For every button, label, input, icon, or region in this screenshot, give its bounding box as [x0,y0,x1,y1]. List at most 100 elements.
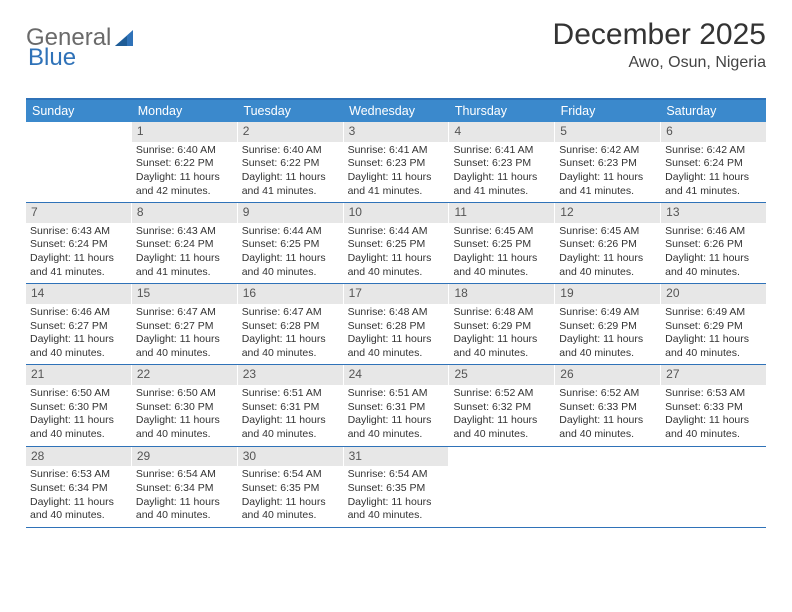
day-number: 29 [132,447,237,467]
day-body: Sunrise: 6:51 AMSunset: 6:31 PMDaylight:… [238,385,343,446]
daylight-line: Daylight: 11 hours and 40 minutes. [242,252,339,279]
dow-fri: Friday [555,100,661,122]
day-body: Sunrise: 6:44 AMSunset: 6:25 PMDaylight:… [344,223,449,284]
sunset-line: Sunset: 6:30 PM [30,401,127,415]
daylight-line: Daylight: 11 hours and 40 minutes. [30,414,127,441]
day-body: Sunrise: 6:52 AMSunset: 6:32 PMDaylight:… [449,385,554,446]
daylight-line: Daylight: 11 hours and 40 minutes. [242,414,339,441]
sunrise-line: Sunrise: 6:49 AM [559,306,656,320]
sunrise-line: Sunrise: 6:50 AM [136,387,233,401]
sunrise-line: Sunrise: 6:40 AM [136,144,233,158]
day-number: 5 [555,122,660,142]
sunrise-line: Sunrise: 6:52 AM [559,387,656,401]
day-body: Sunrise: 6:45 AMSunset: 6:26 PMDaylight:… [555,223,660,284]
daylight-line: Daylight: 11 hours and 40 minutes. [348,333,445,360]
daylight-line: Daylight: 11 hours and 40 minutes. [136,496,233,523]
day-body: Sunrise: 6:54 AMSunset: 6:35 PMDaylight:… [344,466,449,527]
sunrise-line: Sunrise: 6:53 AM [30,468,127,482]
day-body: Sunrise: 6:48 AMSunset: 6:29 PMDaylight:… [449,304,554,365]
sunrise-line: Sunrise: 6:43 AM [30,225,127,239]
day-cell: 27Sunrise: 6:53 AMSunset: 6:33 PMDayligh… [661,365,766,445]
sunset-line: Sunset: 6:27 PM [136,320,233,334]
sunrise-line: Sunrise: 6:45 AM [559,225,656,239]
sunset-line: Sunset: 6:29 PM [665,320,762,334]
day-number: 27 [661,365,766,385]
sunrise-line: Sunrise: 6:54 AM [242,468,339,482]
daylight-line: Daylight: 11 hours and 40 minutes. [665,252,762,279]
day-number: 23 [238,365,343,385]
day-number: 31 [344,447,449,467]
day-body: Sunrise: 6:53 AMSunset: 6:34 PMDaylight:… [26,466,131,527]
weeks-container: 1Sunrise: 6:40 AMSunset: 6:22 PMDaylight… [26,122,766,528]
day-number: 19 [555,284,660,304]
location-label: Awo, Osun, Nigeria [553,54,766,72]
sunrise-line: Sunrise: 6:49 AM [665,306,762,320]
sunset-line: Sunset: 6:23 PM [348,157,445,171]
daylight-line: Daylight: 11 hours and 41 minutes. [348,171,445,198]
day-body: Sunrise: 6:43 AMSunset: 6:24 PMDaylight:… [132,223,237,284]
sunset-line: Sunset: 6:29 PM [559,320,656,334]
week-row: 21Sunrise: 6:50 AMSunset: 6:30 PMDayligh… [26,365,766,446]
daylight-line: Daylight: 11 hours and 41 minutes. [453,171,550,198]
sunrise-line: Sunrise: 6:48 AM [453,306,550,320]
day-cell: 14Sunrise: 6:46 AMSunset: 6:27 PMDayligh… [26,284,132,364]
day-number: 6 [661,122,766,142]
day-cell: 9Sunrise: 6:44 AMSunset: 6:25 PMDaylight… [238,203,344,283]
week-row: 7Sunrise: 6:43 AMSunset: 6:24 PMDaylight… [26,203,766,284]
page-header: General December 2025 Awo, Osun, Nigeria [26,18,766,72]
day-body: Sunrise: 6:51 AMSunset: 6:31 PMDaylight:… [344,385,449,446]
daylight-line: Daylight: 11 hours and 40 minutes. [136,333,233,360]
day-number: 3 [344,122,449,142]
sunrise-line: Sunrise: 6:42 AM [559,144,656,158]
sunrise-line: Sunrise: 6:50 AM [30,387,127,401]
day-body: Sunrise: 6:45 AMSunset: 6:25 PMDaylight:… [449,223,554,284]
day-number: 14 [26,284,131,304]
day-number: 7 [26,203,131,223]
day-cell [449,447,555,527]
logo-text-2: Blue [28,44,76,71]
dow-header-row: Sunday Monday Tuesday Wednesday Thursday… [26,100,766,122]
day-cell: 15Sunrise: 6:47 AMSunset: 6:27 PMDayligh… [132,284,238,364]
sunrise-line: Sunrise: 6:41 AM [453,144,550,158]
day-cell: 31Sunrise: 6:54 AMSunset: 6:35 PMDayligh… [344,447,450,527]
day-number: 30 [238,447,343,467]
sunset-line: Sunset: 6:23 PM [559,157,656,171]
sunset-line: Sunset: 6:22 PM [242,157,339,171]
day-body: Sunrise: 6:47 AMSunset: 6:28 PMDaylight:… [238,304,343,365]
day-cell: 6Sunrise: 6:42 AMSunset: 6:24 PMDaylight… [661,122,766,202]
day-number: 4 [449,122,554,142]
day-body: Sunrise: 6:41 AMSunset: 6:23 PMDaylight:… [344,142,449,203]
sunset-line: Sunset: 6:24 PM [136,238,233,252]
day-body: Sunrise: 6:40 AMSunset: 6:22 PMDaylight:… [238,142,343,203]
sunrise-line: Sunrise: 6:40 AM [242,144,339,158]
day-body: Sunrise: 6:49 AMSunset: 6:29 PMDaylight:… [555,304,660,365]
sunset-line: Sunset: 6:25 PM [242,238,339,252]
calendar-page: General December 2025 Awo, Osun, Nigeria… [0,0,792,538]
sunset-line: Sunset: 6:29 PM [453,320,550,334]
sunset-line: Sunset: 6:31 PM [242,401,339,415]
day-cell: 22Sunrise: 6:50 AMSunset: 6:30 PMDayligh… [132,365,238,445]
day-cell: 29Sunrise: 6:54 AMSunset: 6:34 PMDayligh… [132,447,238,527]
day-cell: 26Sunrise: 6:52 AMSunset: 6:33 PMDayligh… [555,365,661,445]
day-number: 2 [238,122,343,142]
sunset-line: Sunset: 6:26 PM [665,238,762,252]
sunrise-line: Sunrise: 6:44 AM [348,225,445,239]
day-cell: 23Sunrise: 6:51 AMSunset: 6:31 PMDayligh… [238,365,344,445]
day-number: 20 [661,284,766,304]
day-cell: 13Sunrise: 6:46 AMSunset: 6:26 PMDayligh… [661,203,766,283]
sunset-line: Sunset: 6:35 PM [242,482,339,496]
daylight-line: Daylight: 11 hours and 40 minutes. [30,333,127,360]
day-cell: 7Sunrise: 6:43 AMSunset: 6:24 PMDaylight… [26,203,132,283]
daylight-line: Daylight: 11 hours and 40 minutes. [559,333,656,360]
sunrise-line: Sunrise: 6:47 AM [242,306,339,320]
day-number: 16 [238,284,343,304]
day-cell: 12Sunrise: 6:45 AMSunset: 6:26 PMDayligh… [555,203,661,283]
day-cell: 18Sunrise: 6:48 AMSunset: 6:29 PMDayligh… [449,284,555,364]
daylight-line: Daylight: 11 hours and 40 minutes. [559,252,656,279]
day-body: Sunrise: 6:50 AMSunset: 6:30 PMDaylight:… [26,385,131,446]
day-cell: 25Sunrise: 6:52 AMSunset: 6:32 PMDayligh… [449,365,555,445]
day-body: Sunrise: 6:46 AMSunset: 6:27 PMDaylight:… [26,304,131,365]
sunset-line: Sunset: 6:23 PM [453,157,550,171]
daylight-line: Daylight: 11 hours and 40 minutes. [30,496,127,523]
day-body: Sunrise: 6:43 AMSunset: 6:24 PMDaylight:… [26,223,131,284]
